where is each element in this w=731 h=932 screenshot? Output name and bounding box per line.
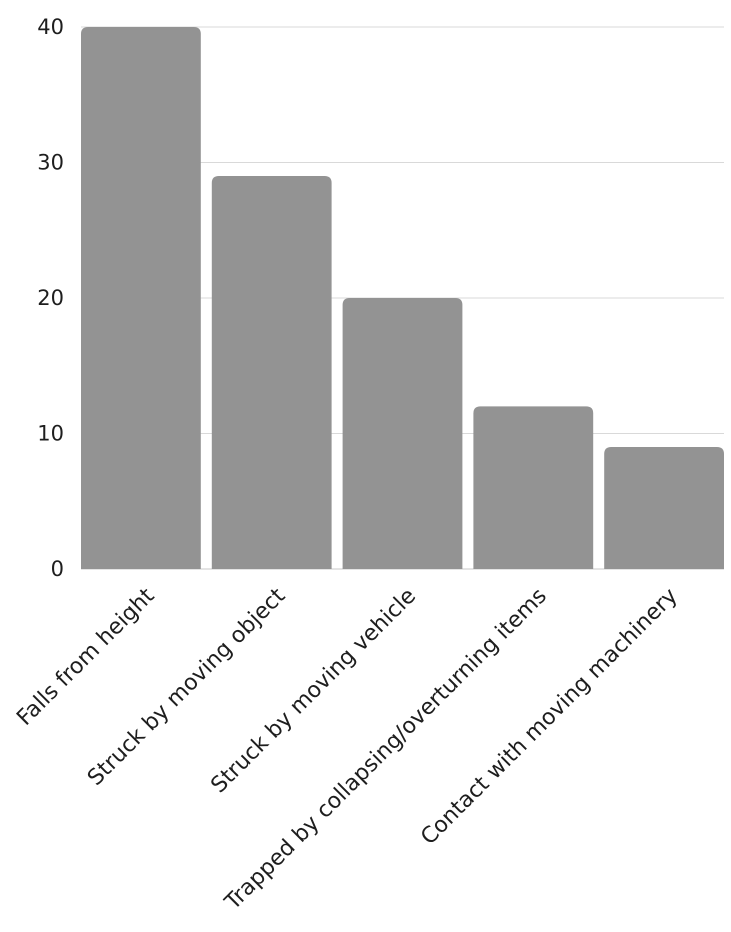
y-tick-label: 10	[37, 422, 64, 446]
y-tick-label: 0	[51, 557, 64, 581]
bar-3	[342, 298, 463, 569]
x-category-label: Falls from height	[12, 583, 159, 730]
bar-5	[604, 447, 724, 569]
bar-2	[211, 176, 332, 570]
y-tick-label: 40	[37, 15, 64, 39]
x-category-label: Contact with moving machinery	[416, 584, 682, 850]
y-axis-tick-labels: 0 10 20 30 40	[37, 15, 64, 581]
bar-1	[81, 27, 201, 569]
y-tick-label: 30	[37, 151, 64, 175]
x-category-label: Struck by moving vehicle	[206, 584, 421, 799]
y-tick-label: 20	[37, 286, 64, 310]
bars	[81, 27, 724, 570]
bar-4	[473, 406, 594, 569]
